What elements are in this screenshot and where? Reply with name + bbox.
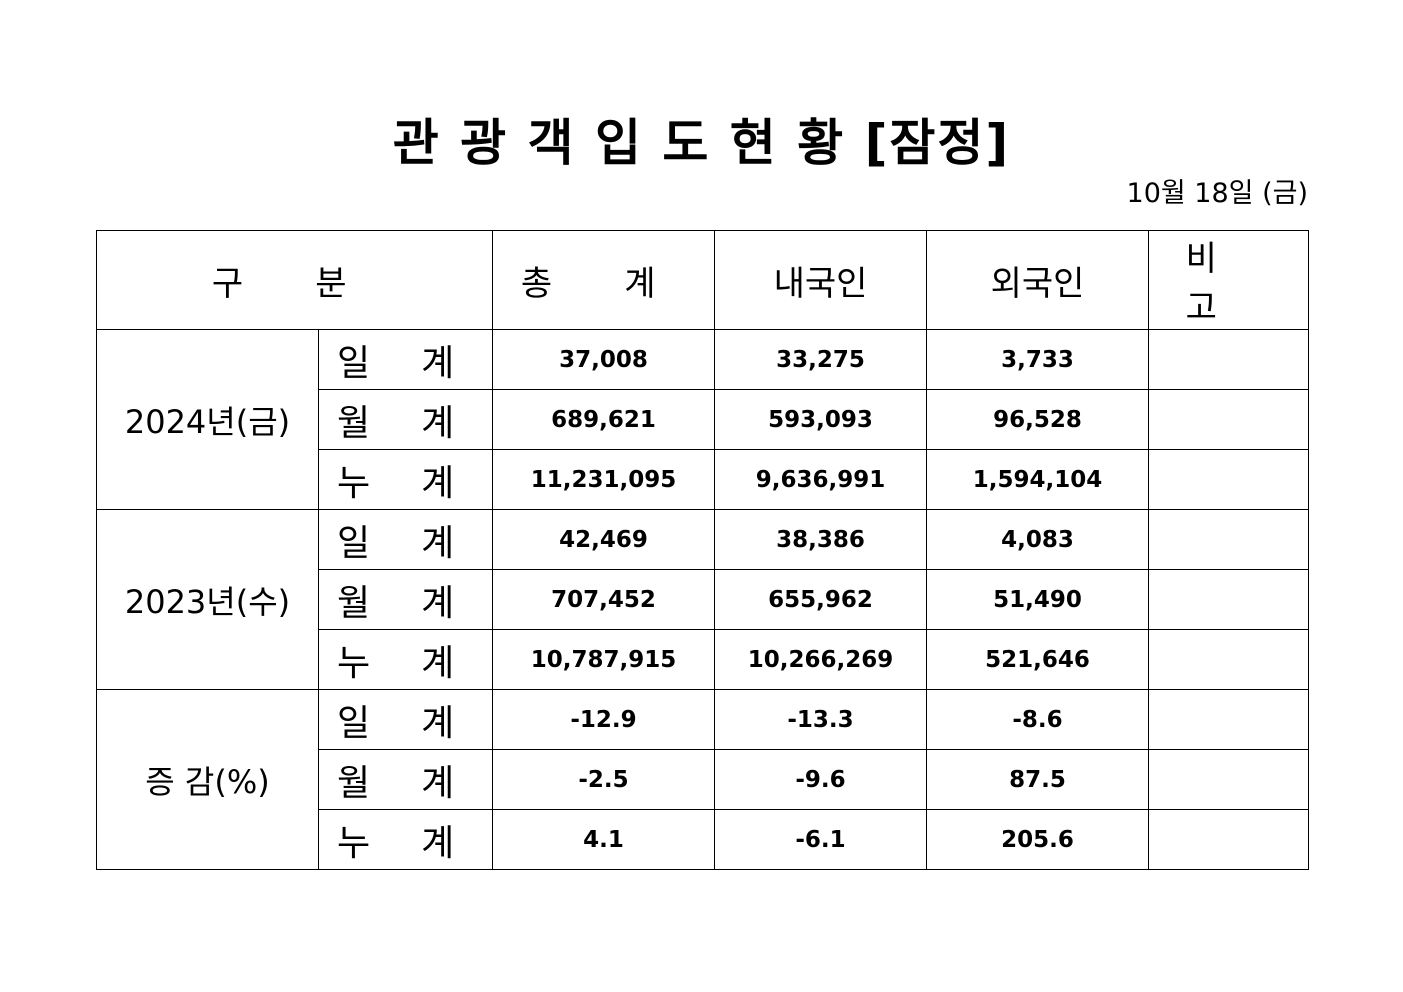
cell-remarks — [1148, 629, 1309, 690]
cell-domestic: 33,275 — [714, 329, 927, 390]
header-foreign: 외국인 — [926, 230, 1149, 330]
header-category: 구 분 — [96, 230, 493, 330]
cell-domestic: -13.3 — [714, 689, 927, 750]
row-label: 일 계 — [318, 509, 493, 570]
header-row: 구 분 총 계 내국인 외국인 비 고 — [96, 230, 1309, 330]
tourist-arrivals-table: 구 분 총 계 내국인 외국인 비 고 2024년(금) 일 계 37,008 … — [96, 230, 1309, 870]
cell-foreign: 4,083 — [926, 509, 1149, 570]
cell-foreign: 205.6 — [926, 809, 1149, 870]
group-label-2024: 2024년(금) — [96, 329, 319, 510]
cell-total: 42,469 — [492, 509, 715, 570]
cell-foreign: 1,594,104 — [926, 449, 1149, 510]
cell-total: -12.9 — [492, 689, 715, 750]
table-row: 누 계 11,231,095 9,636,991 1,594,104 — [97, 449, 1309, 510]
cell-remarks — [1148, 809, 1309, 870]
group-label-2023: 2023년(수) — [96, 509, 319, 690]
page-title: 관 광 객 입 도 현 황 [잠정] — [392, 114, 1011, 172]
cell-domestic: 38,386 — [714, 509, 927, 570]
cell-domestic: -6.1 — [714, 809, 927, 870]
cell-total: -2.5 — [492, 749, 715, 810]
table-row: 누 계 10,787,915 10,266,269 521,646 — [97, 629, 1309, 690]
header-total: 총 계 — [492, 230, 715, 330]
cell-domestic: 593,093 — [714, 389, 927, 450]
table-row: 월 계 707,452 655,962 51,490 — [97, 569, 1309, 630]
table-row: 월 계 -2.5 -9.6 87.5 — [97, 749, 1309, 810]
cell-total: 37,008 — [492, 329, 715, 390]
cell-remarks — [1148, 749, 1309, 810]
cell-remarks — [1148, 329, 1309, 390]
cell-foreign: 87.5 — [926, 749, 1149, 810]
cell-foreign: 96,528 — [926, 389, 1149, 450]
group-label-change: 증 감(%) — [96, 689, 319, 870]
cell-total: 10,787,915 — [492, 629, 715, 690]
cell-remarks — [1148, 689, 1309, 750]
cell-total: 4.1 — [492, 809, 715, 870]
row-label: 월 계 — [318, 389, 493, 450]
cell-remarks — [1148, 569, 1309, 630]
row-label: 누 계 — [318, 629, 493, 690]
cell-foreign: 3,733 — [926, 329, 1149, 390]
cell-foreign: 521,646 — [926, 629, 1149, 690]
cell-total: 689,621 — [492, 389, 715, 450]
header-remarks: 비 고 — [1148, 230, 1309, 330]
cell-total: 707,452 — [492, 569, 715, 630]
cell-remarks — [1148, 389, 1309, 450]
cell-domestic: -9.6 — [714, 749, 927, 810]
cell-foreign: -8.6 — [926, 689, 1149, 750]
row-label: 일 계 — [318, 689, 493, 750]
cell-domestic: 655,962 — [714, 569, 927, 630]
table-row: 2024년(금) 일 계 37,008 33,275 3,733 — [96, 329, 1309, 510]
cell-remarks — [1148, 509, 1309, 570]
cell-total: 11,231,095 — [492, 449, 715, 510]
report-date: 10월 18일 (금) — [1126, 178, 1308, 209]
row-label: 누 계 — [318, 809, 493, 870]
table-row: 누 계 4.1 -6.1 205.6 — [97, 809, 1309, 870]
cell-domestic: 10,266,269 — [714, 629, 927, 690]
row-label: 일 계 — [318, 329, 493, 390]
row-label: 월 계 — [318, 749, 493, 810]
table-row: 2023년(수) 일 계 42,469 38,386 4,083 — [96, 509, 1309, 690]
row-label: 누 계 — [318, 449, 493, 510]
row-label: 월 계 — [318, 569, 493, 630]
header-domestic: 내국인 — [714, 230, 927, 330]
cell-foreign: 51,490 — [926, 569, 1149, 630]
cell-remarks — [1148, 449, 1309, 510]
table-row: 증 감(%) 일 계 -12.9 -13.3 -8.6 — [96, 689, 1309, 870]
cell-domestic: 9,636,991 — [714, 449, 927, 510]
